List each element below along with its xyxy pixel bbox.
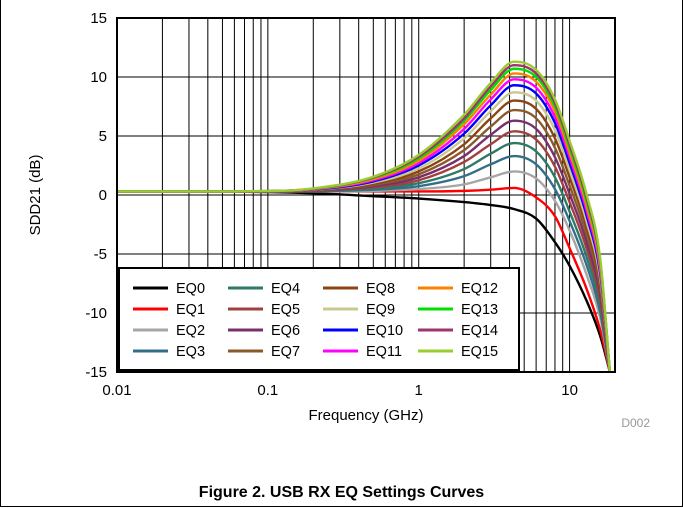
x-tick-label: 0.01: [102, 382, 131, 399]
x-tick-label: 1: [415, 382, 423, 399]
y-tick-label: -15: [85, 364, 107, 381]
y-tick-label: 15: [90, 10, 107, 27]
legend-label: EQ9: [366, 302, 395, 318]
x-axis-label: Frequency (GHz): [308, 407, 423, 424]
legend-box: [118, 267, 520, 371]
legend: EQ0 EQ1 EQ2 EQ3 EQ4 EQ5 EQ6 EQ7 EQ8 EQ9 EQ10 EQ11 EQ…: [118, 267, 520, 371]
legend-label: EQ15: [461, 344, 498, 360]
legend-label: EQ13: [461, 302, 498, 318]
legend-label: EQ2: [176, 323, 205, 339]
y-tick-labels: 15 10 5 0 -5 -10 -15: [85, 10, 107, 381]
y-tick-label: -5: [94, 246, 107, 263]
legend-label: EQ14: [461, 323, 498, 339]
series-line-eq15: [117, 60, 612, 372]
y-tick-label: 10: [90, 69, 107, 86]
y-tick-label: 5: [99, 128, 107, 145]
legend-label: EQ5: [271, 302, 300, 318]
legend-label: EQ8: [366, 281, 395, 297]
legend-label: EQ0: [176, 281, 205, 297]
y-tick-label: 0: [99, 187, 107, 204]
x-tick-label: 10: [561, 382, 578, 399]
legend-label: EQ11: [366, 344, 402, 360]
y-axis-label: SDD21 (dB): [27, 155, 44, 236]
figure-code: D002: [621, 416, 650, 430]
plot-border: [116, 17, 616, 373]
legend-label: EQ4: [271, 281, 300, 297]
legend-label: EQ6: [271, 323, 300, 339]
series-group: [117, 60, 612, 372]
legend-label: EQ7: [271, 344, 300, 360]
legend-label: EQ10: [366, 323, 403, 339]
x-tick-labels: 0.01 0.1 1 10: [102, 382, 578, 399]
figure-caption: Figure 2. USB RX EQ Settings Curves: [198, 484, 485, 501]
y-tick-label: -10: [85, 305, 107, 322]
x-tick-label: 0.1: [257, 382, 278, 399]
legend-label: EQ3: [176, 344, 205, 360]
legend-label: EQ1: [176, 302, 205, 318]
legend-label: EQ12: [461, 281, 498, 297]
chart-svg: 15 10 5 0 -5 -10 -15 0.01 0.1 1 10 Frequency (GHz…: [27, 10, 650, 430]
